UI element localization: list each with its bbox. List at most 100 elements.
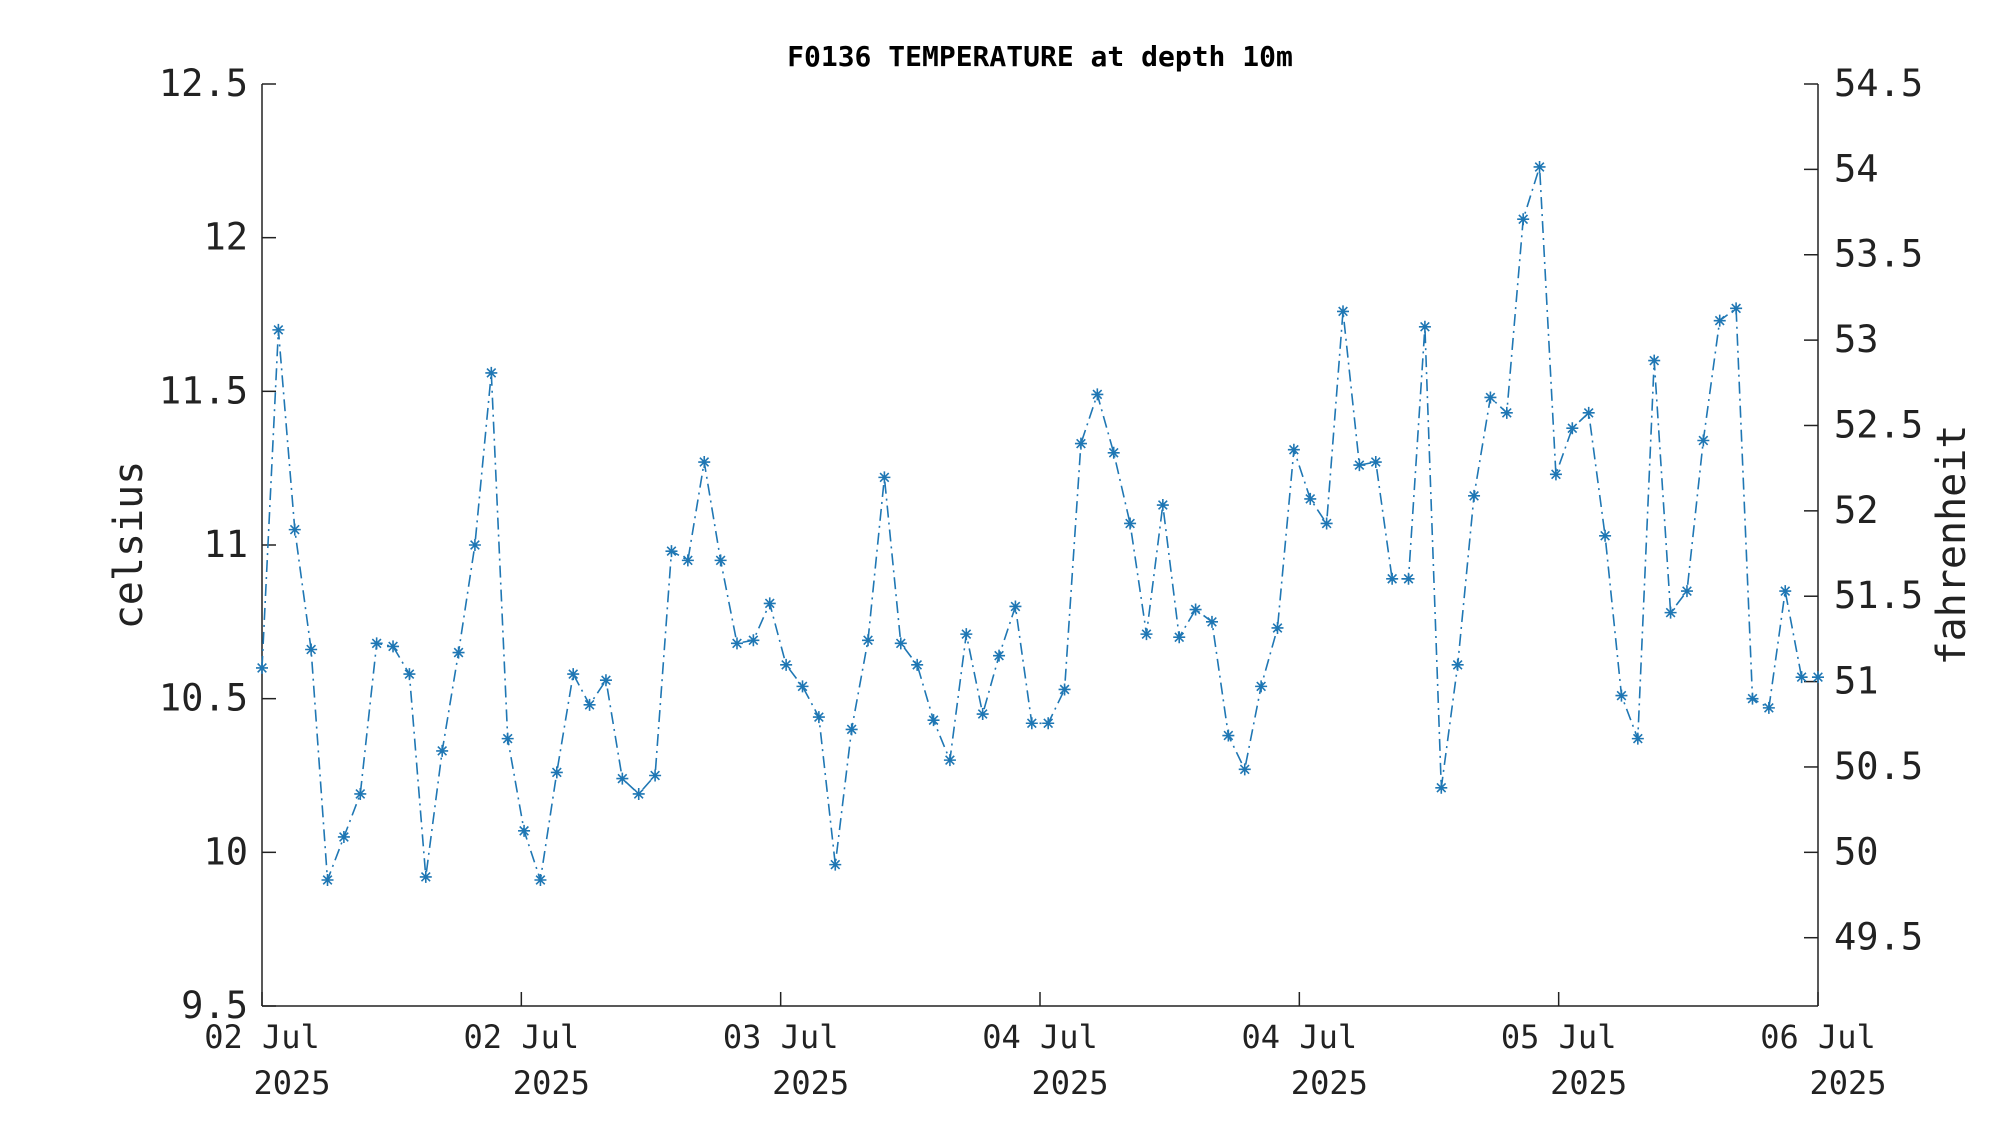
- left-y-tick-label: 10: [203, 830, 248, 873]
- data-point-marker: [1566, 422, 1579, 435]
- x-tick-date-label: 02 Jul: [204, 1018, 320, 1056]
- data-point-marker: [976, 708, 989, 721]
- data-point-marker: [894, 637, 907, 650]
- data-point-marker: [1533, 160, 1546, 173]
- data-point-marker: [1091, 388, 1104, 401]
- data-point-marker: [632, 787, 645, 800]
- data-point-marker: [387, 640, 400, 653]
- data-point-marker: [288, 523, 301, 536]
- right-y-tick-label: 50.5: [1834, 745, 1923, 788]
- data-point-marker: [1140, 628, 1153, 641]
- x-tick-year-label: 2025: [772, 1064, 849, 1102]
- data-point-marker: [1025, 717, 1038, 730]
- data-point-marker: [1189, 603, 1202, 616]
- data-point-marker: [1713, 314, 1726, 327]
- right-y-tick-label: 54.5: [1834, 62, 1923, 105]
- data-point-marker: [1304, 492, 1317, 505]
- data-point-marker: [518, 824, 531, 837]
- data-point-marker: [1386, 572, 1399, 585]
- data-point-marker: [1631, 732, 1644, 745]
- data-point-marker: [1402, 572, 1415, 585]
- data-point-marker: [1697, 434, 1710, 447]
- data-point-marker: [256, 661, 268, 674]
- data-point-marker: [1205, 615, 1218, 628]
- data-point-marker: [452, 646, 465, 659]
- left-y-ticks: 12.5 12 11.5 11 10.5 10 9.5: [159, 62, 276, 1027]
- data-point-marker: [1156, 499, 1169, 512]
- data-point-marker: [1107, 446, 1120, 459]
- data-point-marker: [1599, 529, 1612, 542]
- x-tick-date-label: 04 Jul: [982, 1018, 1098, 1056]
- data-point-marker: [1468, 489, 1481, 502]
- right-y-tick-label: 53: [1834, 318, 1879, 361]
- data-point-marker: [1517, 213, 1530, 226]
- x-tick-year-label: 2025: [253, 1064, 330, 1102]
- right-y-tick-label: 49.5: [1834, 916, 1923, 959]
- data-point-marker: [354, 787, 367, 800]
- data-point-marker: [1812, 671, 1824, 684]
- data-point-marker: [1795, 671, 1808, 684]
- data-point-marker: [1451, 658, 1464, 671]
- data-point-marker: [1255, 680, 1268, 693]
- data-point-marker: [681, 554, 694, 567]
- data-point-marker: [501, 732, 514, 745]
- data-point-marker: [993, 649, 1006, 662]
- data-point-marker: [1320, 517, 1333, 530]
- data-point-marker: [714, 554, 727, 567]
- data-point-marker: [649, 769, 662, 782]
- data-point-marker: [468, 539, 481, 551]
- data-point-marker: [534, 873, 547, 886]
- data-point-marker: [1779, 585, 1792, 598]
- data-point-marker: [1664, 606, 1677, 619]
- data-point-marker: [845, 723, 858, 736]
- data-point-marker: [665, 545, 678, 558]
- data-point-marker: [436, 744, 449, 757]
- temperature-series-line: [261, 166, 1818, 881]
- data-point-marker: [1222, 729, 1235, 742]
- left-y-tick-label: 12.5: [159, 62, 248, 105]
- data-point-marker: [403, 668, 416, 681]
- data-point-marker: [1746, 692, 1759, 705]
- data-point-marker: [1549, 468, 1562, 481]
- data-point-marker: [1762, 701, 1775, 714]
- data-point-marker: [878, 471, 891, 484]
- data-point-marker: [616, 772, 629, 785]
- data-point-marker: [1680, 585, 1693, 598]
- data-point-marker: [485, 366, 498, 379]
- data-point-marker: [419, 870, 432, 883]
- data-point-marker: [927, 714, 940, 727]
- data-point-marker: [943, 754, 956, 767]
- data-point-marker: [960, 628, 973, 641]
- data-point-marker: [305, 643, 318, 656]
- data-point-marker: [796, 680, 809, 693]
- data-point-marker: [1271, 621, 1284, 634]
- data-point-marker: [1500, 406, 1513, 419]
- x-tick-year-label: 2025: [1291, 1064, 1368, 1102]
- x-tick-year-label: 2025: [513, 1064, 590, 1102]
- left-y-tick-label: 12: [203, 216, 248, 259]
- x-ticks: 02 Jul 2025 02 Jul 2025 03 Jul 2025 04 Jul 2025…: [204, 992, 1887, 1102]
- data-point-marker: [1435, 781, 1448, 794]
- data-point-marker: [1648, 354, 1661, 367]
- data-point-marker: [862, 634, 875, 647]
- right-y-tick-label: 51: [1834, 660, 1879, 703]
- x-tick-year-label: 2025: [1550, 1064, 1627, 1102]
- data-point-marker: [272, 323, 285, 336]
- data-point-marker: [1615, 689, 1628, 702]
- data-point-marker: [1124, 517, 1137, 530]
- right-y-tick-label: 50: [1834, 830, 1879, 873]
- data-point-marker: [1042, 717, 1055, 730]
- left-y-tick-label: 10.5: [159, 677, 248, 720]
- data-point-marker: [583, 698, 596, 711]
- data-point-marker: [1418, 320, 1431, 333]
- data-point-marker: [911, 658, 924, 671]
- data-point-marker: [567, 668, 580, 681]
- data-point-marker: [763, 597, 776, 610]
- right-y-axis-label: fahrenheit: [1929, 425, 1975, 666]
- data-point-marker: [1074, 437, 1087, 450]
- data-point-marker: [1238, 763, 1251, 776]
- x-tick-date-label: 02 Jul: [464, 1018, 580, 1056]
- data-point-marker: [370, 637, 383, 650]
- chart-title: F0136 TEMPERATURE at depth 10m: [787, 40, 1293, 73]
- data-point-marker: [337, 830, 350, 843]
